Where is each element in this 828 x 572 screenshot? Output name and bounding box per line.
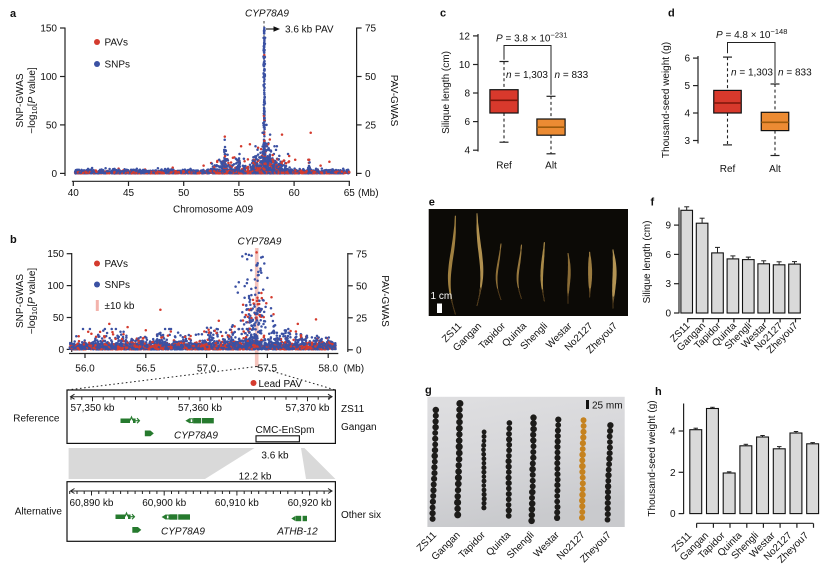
svg-text:0: 0 bbox=[365, 169, 371, 180]
svg-text:±10 kb: ±10 kb bbox=[105, 301, 135, 312]
svg-text:100: 100 bbox=[40, 72, 57, 83]
svg-text:75: 75 bbox=[365, 24, 377, 35]
svg-text:SNPs: SNPs bbox=[105, 60, 131, 71]
svg-text:75: 75 bbox=[356, 249, 368, 260]
svg-text:58.0: 58.0 bbox=[318, 364, 338, 375]
svg-text:45: 45 bbox=[123, 188, 135, 199]
svg-text:0: 0 bbox=[356, 345, 362, 356]
svg-text:(Mb): (Mb) bbox=[344, 364, 365, 375]
svg-text:50: 50 bbox=[53, 313, 65, 324]
svg-text:50: 50 bbox=[356, 281, 368, 292]
svg-text:SNP-GWAS: SNP-GWAS bbox=[15, 274, 26, 328]
svg-text:150: 150 bbox=[40, 24, 57, 35]
svg-text:−log10[P value]: −log10[P value] bbox=[27, 268, 39, 335]
svg-text:150: 150 bbox=[47, 249, 64, 260]
svg-text:PAVs: PAVs bbox=[105, 259, 129, 270]
svg-text:25: 25 bbox=[365, 120, 377, 131]
svg-text:0: 0 bbox=[58, 345, 64, 356]
svg-text:Chromosome A09: Chromosome A09 bbox=[173, 205, 253, 216]
svg-text:56.5: 56.5 bbox=[136, 364, 156, 375]
svg-text:SNP-GWAS: SNP-GWAS bbox=[15, 73, 26, 127]
svg-text:55: 55 bbox=[233, 188, 245, 199]
svg-text:40: 40 bbox=[68, 188, 80, 199]
svg-text:PAV-GWAS: PAV-GWAS bbox=[388, 75, 399, 127]
svg-text:50: 50 bbox=[46, 120, 58, 131]
svg-text:PAVs: PAVs bbox=[105, 38, 129, 49]
svg-text:65: 65 bbox=[344, 188, 356, 199]
svg-text:60: 60 bbox=[289, 188, 301, 199]
svg-text:57.5: 57.5 bbox=[258, 364, 278, 375]
svg-text:(Mb): (Mb) bbox=[358, 188, 379, 199]
svg-text:50: 50 bbox=[178, 188, 190, 199]
svg-text:b: b bbox=[10, 234, 17, 246]
svg-text:0: 0 bbox=[51, 169, 57, 180]
svg-text:100: 100 bbox=[47, 281, 64, 292]
svg-text:CYP78A9: CYP78A9 bbox=[245, 9, 289, 20]
svg-text:a: a bbox=[10, 8, 17, 20]
svg-text:57.0: 57.0 bbox=[197, 364, 217, 375]
svg-text:25: 25 bbox=[356, 313, 368, 324]
svg-text:3.6 kb PAV: 3.6 kb PAV bbox=[285, 25, 334, 36]
svg-text:56.0: 56.0 bbox=[75, 364, 95, 375]
svg-text:−log10[P value]: −log10[P value] bbox=[27, 67, 39, 134]
svg-text:50: 50 bbox=[365, 72, 377, 83]
svg-text:SNPs: SNPs bbox=[105, 280, 131, 291]
svg-text:CYP78A9: CYP78A9 bbox=[238, 237, 282, 248]
svg-text:PAV-GWAS: PAV-GWAS bbox=[379, 275, 390, 327]
